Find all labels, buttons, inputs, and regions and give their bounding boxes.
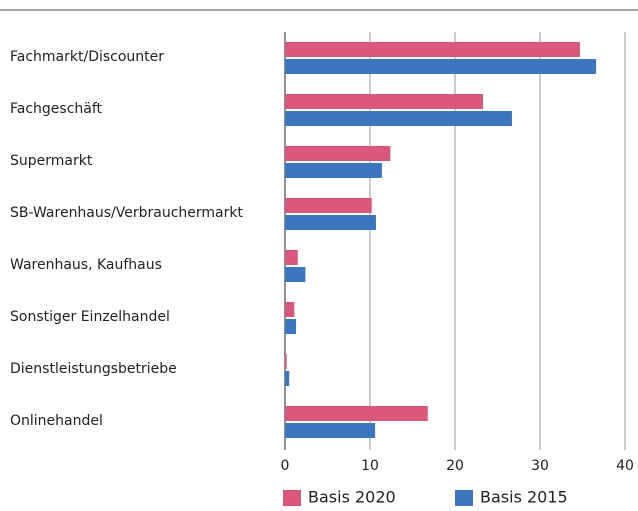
bar <box>285 267 306 282</box>
category-label: Onlinehandel <box>10 413 103 429</box>
legend-label: Basis 2020 <box>308 488 396 507</box>
category-label: Dienstleistungsbetriebe <box>10 361 177 377</box>
x-tick-label: 30 <box>531 458 549 474</box>
x-tick-label: 40 <box>616 458 634 474</box>
bar <box>285 250 298 265</box>
bar <box>285 215 376 230</box>
legend-swatch <box>283 490 301 506</box>
category-label: Sonstiger Einzelhandel <box>10 309 170 325</box>
bar <box>285 371 290 386</box>
x-tick-label: 0 <box>281 458 290 474</box>
bar <box>285 406 428 421</box>
category-label: Fachmarkt/Discounter <box>10 49 164 65</box>
bar <box>285 146 391 161</box>
bar <box>285 423 376 438</box>
bar <box>285 163 382 178</box>
bar <box>285 111 512 126</box>
x-tick-label: 20 <box>446 458 464 474</box>
bar <box>285 198 372 213</box>
bar <box>285 59 597 74</box>
bar <box>285 94 484 109</box>
category-label: Fachgeschäft <box>10 101 103 117</box>
bar <box>285 319 297 334</box>
bar <box>285 354 287 369</box>
bar <box>285 302 295 317</box>
category-label: Warenhaus, Kaufhaus <box>10 257 162 273</box>
category-label: SB-Warenhaus/Verbrauchermarkt <box>10 205 244 221</box>
legend-swatch <box>455 490 473 506</box>
bar <box>285 42 580 57</box>
legend-label: Basis 2015 <box>480 488 568 507</box>
category-label: Supermarkt <box>10 153 93 169</box>
x-tick-label: 10 <box>361 458 379 474</box>
